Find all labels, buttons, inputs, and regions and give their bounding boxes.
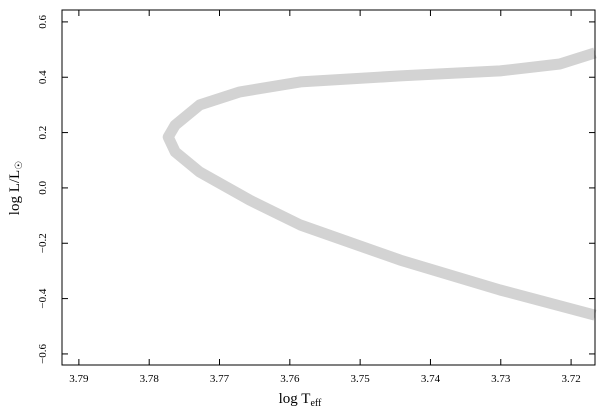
y-label-main: log L/L bbox=[7, 170, 23, 215]
x-tick-label: 3.72 bbox=[561, 373, 580, 385]
x-tick-label: 3.73 bbox=[491, 373, 511, 385]
y-tick-label: 0.4 bbox=[37, 70, 49, 84]
y-tick-label: −0.2 bbox=[37, 233, 49, 253]
y-tick-label: 0.2 bbox=[37, 126, 49, 140]
y-tick-label: 0.0 bbox=[37, 181, 49, 195]
x-tick-label: 3.78 bbox=[140, 373, 160, 385]
x-tick-label: 3.76 bbox=[280, 373, 300, 385]
x-tick-label: 3.77 bbox=[210, 373, 230, 385]
plot-frame bbox=[61, 9, 596, 366]
x-tick-label: 3.74 bbox=[421, 373, 441, 385]
x-axis-label: log Teff bbox=[279, 391, 322, 408]
y-tick-label: −0.6 bbox=[37, 343, 49, 363]
x-label-sub: eff bbox=[310, 398, 322, 408]
y-tick-label: −0.4 bbox=[37, 288, 49, 308]
y-tick-label: 0.6 bbox=[37, 15, 49, 29]
x-label-main: log T bbox=[279, 391, 311, 407]
y-label-sub: ☉ bbox=[14, 161, 25, 170]
band-line bbox=[162, 47, 597, 321]
x-tick-label: 3.75 bbox=[351, 373, 371, 385]
y-axis-label: log L/L☉ bbox=[7, 161, 25, 215]
x-tick-label: 3.79 bbox=[69, 373, 89, 385]
